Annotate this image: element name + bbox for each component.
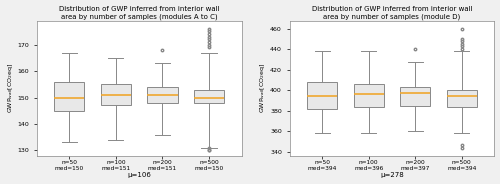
PathPatch shape xyxy=(400,87,430,106)
Title: Distribution of GWP inferred from interior wall
area by number of samples (modul: Distribution of GWP inferred from interi… xyxy=(312,6,472,20)
PathPatch shape xyxy=(446,90,477,107)
Y-axis label: GWP$_{wall}$[CO$_2$eq]: GWP$_{wall}$[CO$_2$eq] xyxy=(6,63,15,113)
PathPatch shape xyxy=(194,90,224,103)
PathPatch shape xyxy=(148,87,178,103)
Title: Distribution of GWP inferred from interior wall
area by number of samples (modul: Distribution of GWP inferred from interi… xyxy=(59,6,220,20)
PathPatch shape xyxy=(100,84,131,105)
PathPatch shape xyxy=(54,82,84,111)
X-axis label: μ=106: μ=106 xyxy=(127,172,151,178)
X-axis label: μ=278: μ=278 xyxy=(380,172,404,178)
PathPatch shape xyxy=(307,82,338,109)
Y-axis label: GWP$_{wall}$[CO$_2$eq]: GWP$_{wall}$[CO$_2$eq] xyxy=(258,63,268,113)
PathPatch shape xyxy=(354,84,384,107)
